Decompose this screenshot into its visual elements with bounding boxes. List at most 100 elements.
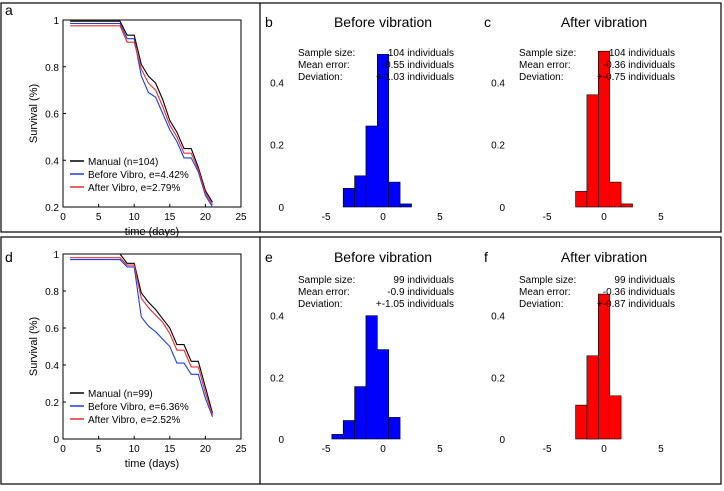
survival-line-2 [70,257,214,416]
y-tick-label: 0.2 [45,203,59,214]
x-tick-label: -5 [543,212,552,223]
histogram-title: After vibration [561,249,647,265]
row-frame-1 [0,2,722,233]
y-tick-label: 0.4 [491,78,505,89]
survival-line-2 [70,25,213,205]
panel-label-a: a [5,2,13,18]
y-tick-label: 0 [499,435,505,446]
y-tick-label: 0.2 [270,373,284,384]
stat-value: -0.55 individuals [382,60,454,71]
y-tick-label: 0.4 [270,78,284,89]
y-tick-label: 0.4 [45,361,59,372]
x-tick-label: 25 [235,444,247,455]
histogram-bar [388,181,401,208]
stat-label: Mean error: [298,287,350,298]
x-tick-label: 20 [200,212,212,223]
y-tick-label: 0.6 [45,110,59,121]
x-tick-label: -5 [322,212,331,223]
y-tick-label: 0.2 [491,373,505,384]
x-tick-label: 15 [164,444,176,455]
histogram-bar [586,94,599,208]
histogram-bar [365,315,378,440]
histogram-bar [575,404,588,440]
histogram-bar [399,203,412,208]
y-tick-label: 0.2 [270,141,284,152]
y-axis-label: Survival (%) [28,317,40,376]
histogram-bar [388,417,401,440]
panel-label-f: f [484,249,488,265]
stat-value: 99 individuals [614,275,675,286]
stat-label: Deviation: [519,72,563,83]
x-tick-label: -5 [322,444,331,455]
y-tick-label: 1 [53,16,59,27]
stat-value: 99 individuals [393,275,454,286]
x-tick-label: 15 [164,212,176,223]
x-tick-label: 5 [96,444,102,455]
stat-label: Mean error: [298,60,350,71]
survival-line-0 [70,20,213,203]
panel-label-e: e [265,249,273,265]
y-tick-label: 0.8 [45,63,59,74]
histogram-title: Before vibration [334,249,432,265]
row-frame-2 [0,236,722,485]
x-axis-label: time (days) [125,226,179,238]
histogram-bar [575,191,588,208]
x-tick-label: 0 [380,212,386,223]
y-tick-label: 0.2 [45,398,59,409]
stat-label: Deviation: [298,72,342,83]
stat-label: Mean error: [519,60,571,71]
legend-entry-0: Manual (n=104) [88,157,158,168]
x-tick-label: 0 [60,212,66,223]
y-tick-label: 0.4 [45,156,59,167]
x-tick-label: 5 [437,444,443,455]
histogram-bar [376,53,389,208]
x-tick-label: 0 [601,444,607,455]
histogram-title: Before vibration [334,14,432,30]
histogram-bar [620,203,633,208]
histogram-title: After vibration [561,14,647,30]
stat-label: Sample size: [298,275,355,286]
histogram-bar [365,125,378,208]
stat-value: 104 individuals [609,48,675,59]
stat-label: Sample size: [298,48,355,59]
stat-value: -0.9 individuals [387,287,454,298]
histogram-bar [354,386,367,440]
stat-label: Mean error: [519,287,571,298]
y-tick-label: 0.4 [491,312,505,323]
stat-value: +-1.03 individuals [376,72,454,83]
y-axis-label: Survival (%) [28,84,40,143]
survival-line-1 [70,259,214,417]
x-axis-label: time (days) [125,458,179,470]
y-tick-label: 0 [499,203,505,214]
x-tick-label: 20 [200,444,212,455]
y-tick-label: 0.2 [491,141,505,152]
histogram-bar [597,293,610,440]
stat-value: +-0.87 individuals [597,299,675,310]
survival-line-1 [70,22,213,208]
legend-entry-0: Manual (n=99) [88,389,153,400]
y-tick-label: 0.8 [45,287,59,298]
survival-line-0 [70,253,214,414]
x-tick-label: 10 [129,212,141,223]
stat-label: Deviation: [519,299,563,310]
y-tick-label: 0 [53,435,59,446]
x-tick-label: 5 [658,212,664,223]
histogram-bar [342,420,355,440]
legend-entry-1: Before Vibro, e=6.36% [88,402,189,413]
y-tick-label: 1 [53,250,59,261]
x-tick-label: 5 [658,444,664,455]
stat-value: +-1.05 individuals [376,299,454,310]
x-tick-label: 10 [129,444,141,455]
stat-value: -0.36 individuals [603,287,675,298]
legend-entry-1: Before Vibro, e=4.42% [88,170,189,181]
legend-entry-2: After Vibro, e=2.79% [88,183,180,194]
y-tick-label: 0 [278,203,284,214]
stat-value: +-0.75 individuals [597,72,675,83]
histogram-bar [609,395,622,440]
x-tick-label: 0 [380,444,386,455]
histogram-bar [597,50,610,208]
histogram-bar [342,188,355,208]
x-tick-label: 0 [601,212,607,223]
